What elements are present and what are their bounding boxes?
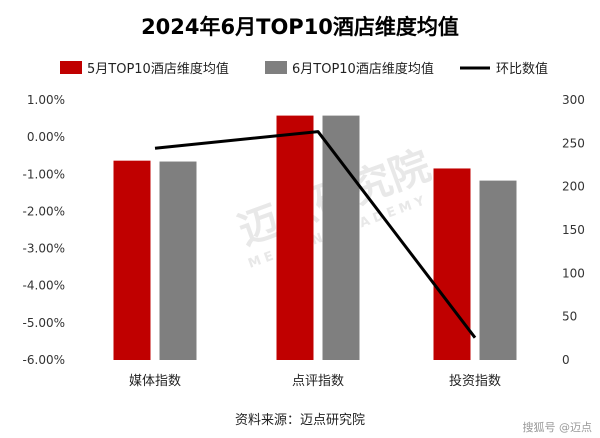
category-label: 投资指数 xyxy=(449,373,501,389)
source-note: 资料来源：迈点研究院 xyxy=(235,413,365,428)
legend-swatch-june xyxy=(265,61,287,74)
ratio-line xyxy=(154,130,477,339)
bar-june-1 xyxy=(322,115,360,360)
left-axis-tick-label: -4.00% xyxy=(23,279,65,293)
legend: 5月TOP10酒店维度均值 6月TOP10酒店维度均值 环比数值 xyxy=(60,61,548,77)
bar-may-1 xyxy=(276,115,314,360)
category-label: 点评指数 xyxy=(292,374,344,389)
left-axis-tick-label: -2.00% xyxy=(23,204,65,218)
left-axis-tick-label: 0.00% xyxy=(27,130,65,144)
bars xyxy=(113,115,517,360)
right-axis-tick-label: 200 xyxy=(562,180,585,194)
chart-title: 2024年6月TOP10酒店维度均值 xyxy=(141,15,459,39)
left-axis-tick-label: 1.00% xyxy=(27,93,65,107)
legend-label: 6月TOP10酒店维度均值 xyxy=(292,61,434,77)
bar-june-0 xyxy=(159,161,197,360)
right-axis: 300 250 200 150 100 50 0 xyxy=(562,93,585,367)
legend-label: 5月TOP10酒店维度均值 xyxy=(87,61,229,77)
right-axis-tick-label: 100 xyxy=(562,266,585,280)
left-axis-tick-label: -1.00% xyxy=(23,167,65,181)
bar-may-0 xyxy=(113,160,151,360)
footer-logo: 搜狐号 @迈点 xyxy=(523,420,593,434)
legend-label: 环比数值 xyxy=(496,61,548,77)
ratio-line-path xyxy=(154,130,477,339)
bar-june-2 xyxy=(479,180,517,360)
right-axis-tick-label: 50 xyxy=(562,310,577,324)
left-axis-tick-label: -5.00% xyxy=(23,316,65,330)
right-axis-tick-label: 250 xyxy=(562,136,585,150)
left-axis-tick-label: -3.00% xyxy=(23,242,65,256)
category-label: 媒体指数 xyxy=(129,374,181,389)
category-labels: 媒体指数 点评指数 投资指数 xyxy=(129,373,501,389)
left-axis: 1.00% 0.00% -1.00% -2.00% -3.00% -4.00% -5.00%… xyxy=(23,93,65,367)
left-axis-tick-label: -6.00% xyxy=(23,353,65,367)
legend-swatch-may xyxy=(60,61,82,74)
right-axis-tick-label: 300 xyxy=(562,93,585,107)
right-axis-tick-label: 150 xyxy=(562,223,585,237)
right-axis-tick-label: 0 xyxy=(562,353,570,367)
bar-may-2 xyxy=(433,168,471,360)
